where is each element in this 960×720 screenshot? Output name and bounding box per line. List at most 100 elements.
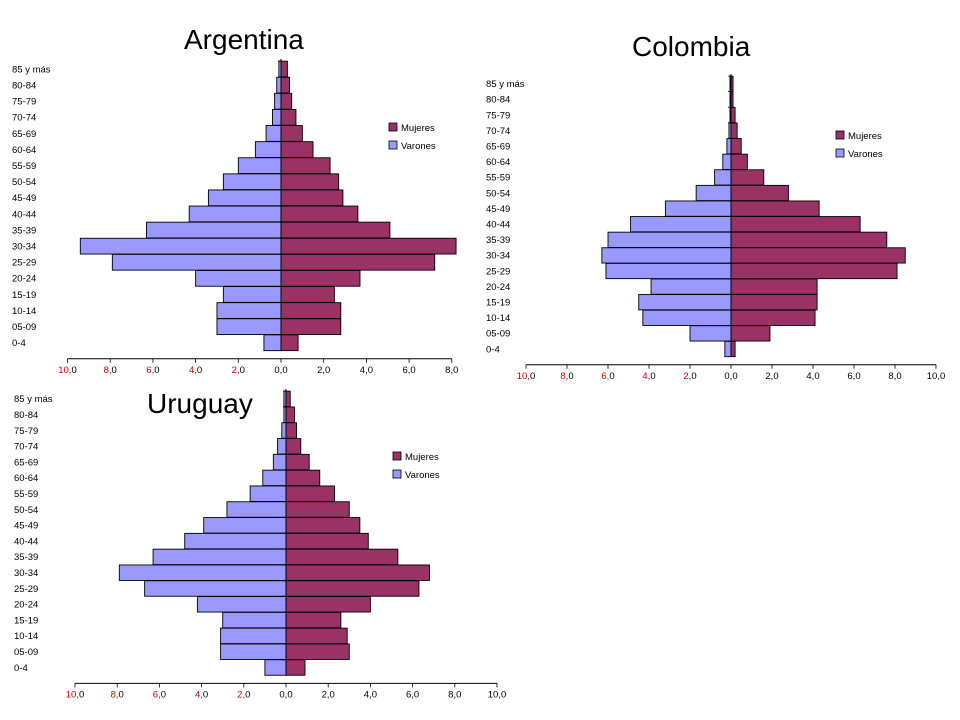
category-label: 60-64 (486, 157, 510, 168)
bar-varones-15-19 (222, 611, 287, 629)
category-label: 25-29 (12, 258, 36, 269)
category-label: 35-39 (12, 225, 36, 236)
bar-mujeres-30-34 (285, 564, 430, 581)
x-tick-label: 2,0 (322, 689, 335, 700)
category-label: 35-39 (14, 552, 38, 563)
bar-varones-45-49 (203, 517, 287, 534)
bar-varones-65-69 (272, 453, 287, 471)
category-label: 15-19 (12, 290, 36, 301)
category-label: 70-74 (14, 442, 38, 453)
bar-mujeres-25-29 (285, 580, 420, 597)
category-label: 70-74 (12, 113, 36, 124)
category-label: 35-39 (486, 235, 510, 246)
category-label: 65-69 (486, 142, 510, 153)
bar-varones-70-74 (277, 438, 287, 455)
x-tick-label: 4,0 (195, 689, 208, 700)
legend-swatch-mujeres (835, 130, 845, 140)
x-tick-label: 4,0 (806, 371, 819, 382)
x-tick-label: 6,0 (402, 365, 415, 376)
category-label: 45-49 (12, 193, 36, 204)
bar-varones-55-59 (249, 485, 287, 502)
category-label: 05-09 (12, 322, 36, 333)
x-tick-label: 4,0 (189, 365, 202, 376)
x-tick-label: 8,0 (448, 689, 461, 700)
x-tick-label: 6,0 (146, 365, 159, 376)
category-label: 60-64 (14, 473, 38, 484)
category-label: 85 y más (14, 394, 53, 405)
bar-mujeres-55-59 (285, 485, 335, 502)
category-label: 10-14 (14, 631, 38, 642)
x-tick-label: 8,0 (560, 371, 573, 382)
x-tick-label: 8,0 (445, 365, 458, 376)
bar-mujeres-65-69 (285, 453, 310, 471)
legend-swatch-varones (392, 469, 402, 479)
x-tick-label: 8,0 (888, 371, 901, 382)
bar-varones-75-79 (281, 422, 287, 439)
category-label: 20-24 (14, 600, 38, 611)
x-tick-label: 8,0 (104, 365, 117, 376)
legend-label-varones: Varones (405, 470, 440, 481)
category-label: 30-34 (12, 241, 36, 252)
category-label: 15-19 (14, 615, 38, 626)
x-tick-label: 0,0 (279, 689, 292, 700)
category-label: 80-84 (12, 80, 36, 91)
category-label: 70-74 (486, 126, 510, 137)
legend-label-varones: Varones (848, 149, 883, 160)
bar-mujeres-60-64 (285, 469, 321, 487)
category-label: 50-54 (12, 177, 36, 188)
legend-swatch-mujeres (392, 451, 402, 461)
category-label: 80-84 (486, 95, 510, 106)
x-tick-label: 2,0 (765, 371, 778, 382)
bar-mujeres-0-4 (285, 659, 306, 676)
category-label: 20-24 (12, 274, 36, 285)
category-label: 65-69 (14, 457, 38, 468)
category-label: 50-54 (14, 505, 38, 516)
bar-varones-40-44 (184, 532, 287, 550)
bar-varones-10-14 (220, 627, 287, 645)
x-tick-label: 6,0 (601, 371, 614, 382)
legend-swatch-varones (835, 148, 845, 158)
bar-mujeres-15-19 (285, 611, 342, 629)
chart-title-colombia: Colombia (632, 31, 751, 62)
bar-mujeres-75-79 (285, 422, 298, 439)
legend-swatch-mujeres (388, 122, 398, 132)
category-label: 25-29 (14, 584, 38, 595)
category-label: 65-69 (12, 129, 36, 140)
x-tick-label: 0,0 (274, 365, 287, 376)
category-label: 10-14 (12, 306, 36, 317)
category-label: 50-54 (486, 188, 510, 199)
x-tick-label: 10,0 (66, 689, 85, 700)
category-label: 75-79 (14, 426, 38, 437)
bar-mujeres-35-39 (285, 548, 399, 566)
bar-varones-0-4 (264, 659, 287, 676)
x-tick-label: 6,0 (153, 689, 166, 700)
bar-mujeres-70-74 (285, 438, 302, 455)
x-tick-label: 6,0 (847, 371, 860, 382)
category-label: 25-29 (486, 266, 510, 277)
bar-varones-20-24 (196, 596, 287, 613)
category-label: 30-34 (486, 251, 510, 262)
category-label: 75-79 (486, 110, 510, 121)
bar-mujeres-85-y-m-s (285, 390, 291, 408)
category-label: 55-59 (14, 489, 38, 500)
x-tick-label: 0,0 (724, 371, 737, 382)
chart-title-uruguay: Uruguay (143, 390, 257, 418)
bar-varones-50-54 (226, 501, 287, 518)
bar-varones-05-09 (220, 643, 287, 660)
category-label: 05-09 (14, 647, 38, 658)
bar-varones-30-34 (118, 564, 287, 581)
bar-varones-25-29 (144, 580, 287, 597)
x-tick-label: 6,0 (406, 689, 419, 700)
legend-label-varones: Varones (401, 141, 436, 152)
category-label: 10-14 (486, 313, 510, 324)
bar-varones-35-39 (152, 548, 287, 566)
x-tick-label: 2,0 (317, 365, 330, 376)
category-label: 85 y más (12, 64, 51, 75)
legend-swatch-varones (388, 140, 398, 150)
category-label: 80-84 (14, 410, 38, 421)
bar-mujeres-10-14 (285, 627, 348, 645)
category-label: 45-49 (486, 204, 510, 215)
category-label: 60-64 (12, 145, 36, 156)
bar-mujeres-20-24 (285, 596, 371, 613)
